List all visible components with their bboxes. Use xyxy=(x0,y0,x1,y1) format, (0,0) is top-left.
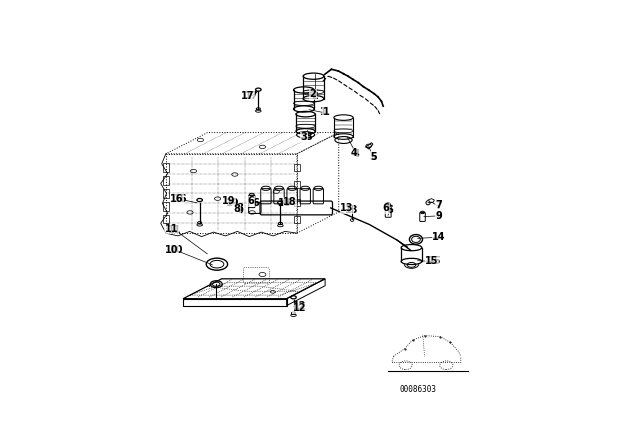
Text: 16: 16 xyxy=(173,194,187,204)
Text: 17: 17 xyxy=(244,91,258,101)
Text: 10: 10 xyxy=(165,245,179,255)
Text: 5: 5 xyxy=(370,151,377,162)
Text: 14: 14 xyxy=(433,232,446,241)
Text: 8: 8 xyxy=(237,203,243,213)
Text: 1: 1 xyxy=(323,108,330,117)
Text: 7: 7 xyxy=(436,200,442,210)
Text: 19: 19 xyxy=(222,196,236,207)
Text: 16: 16 xyxy=(170,194,184,204)
Text: 15: 15 xyxy=(426,256,439,267)
Text: 4: 4 xyxy=(353,149,360,159)
Text: 15: 15 xyxy=(428,256,441,267)
Text: 3: 3 xyxy=(306,132,312,142)
Text: 18: 18 xyxy=(284,197,297,207)
Text: 8: 8 xyxy=(234,204,241,214)
Text: 17: 17 xyxy=(241,91,255,101)
Text: 6: 6 xyxy=(247,196,254,207)
Text: 2: 2 xyxy=(312,91,318,101)
Text: 19: 19 xyxy=(227,198,240,208)
Text: 12: 12 xyxy=(293,303,307,313)
Text: 5: 5 xyxy=(369,152,376,162)
Text: 6: 6 xyxy=(252,198,259,208)
Text: 9: 9 xyxy=(436,211,442,221)
Text: 7: 7 xyxy=(435,201,442,211)
Text: 12: 12 xyxy=(293,301,307,310)
Text: 4: 4 xyxy=(351,148,358,158)
Text: 13: 13 xyxy=(340,203,354,213)
Text: 10: 10 xyxy=(170,246,183,255)
Text: 00086303: 00086303 xyxy=(399,384,436,393)
Text: 18: 18 xyxy=(278,198,292,208)
Text: 14: 14 xyxy=(431,232,445,242)
Text: 13: 13 xyxy=(346,205,359,215)
Text: 11: 11 xyxy=(164,224,178,234)
Text: 11: 11 xyxy=(168,225,181,235)
Text: 3: 3 xyxy=(300,132,307,142)
Text: 6: 6 xyxy=(383,203,389,213)
Text: 2: 2 xyxy=(310,90,316,99)
Text: 9: 9 xyxy=(435,211,442,221)
Text: 1: 1 xyxy=(319,108,326,117)
Text: 6: 6 xyxy=(387,205,394,215)
